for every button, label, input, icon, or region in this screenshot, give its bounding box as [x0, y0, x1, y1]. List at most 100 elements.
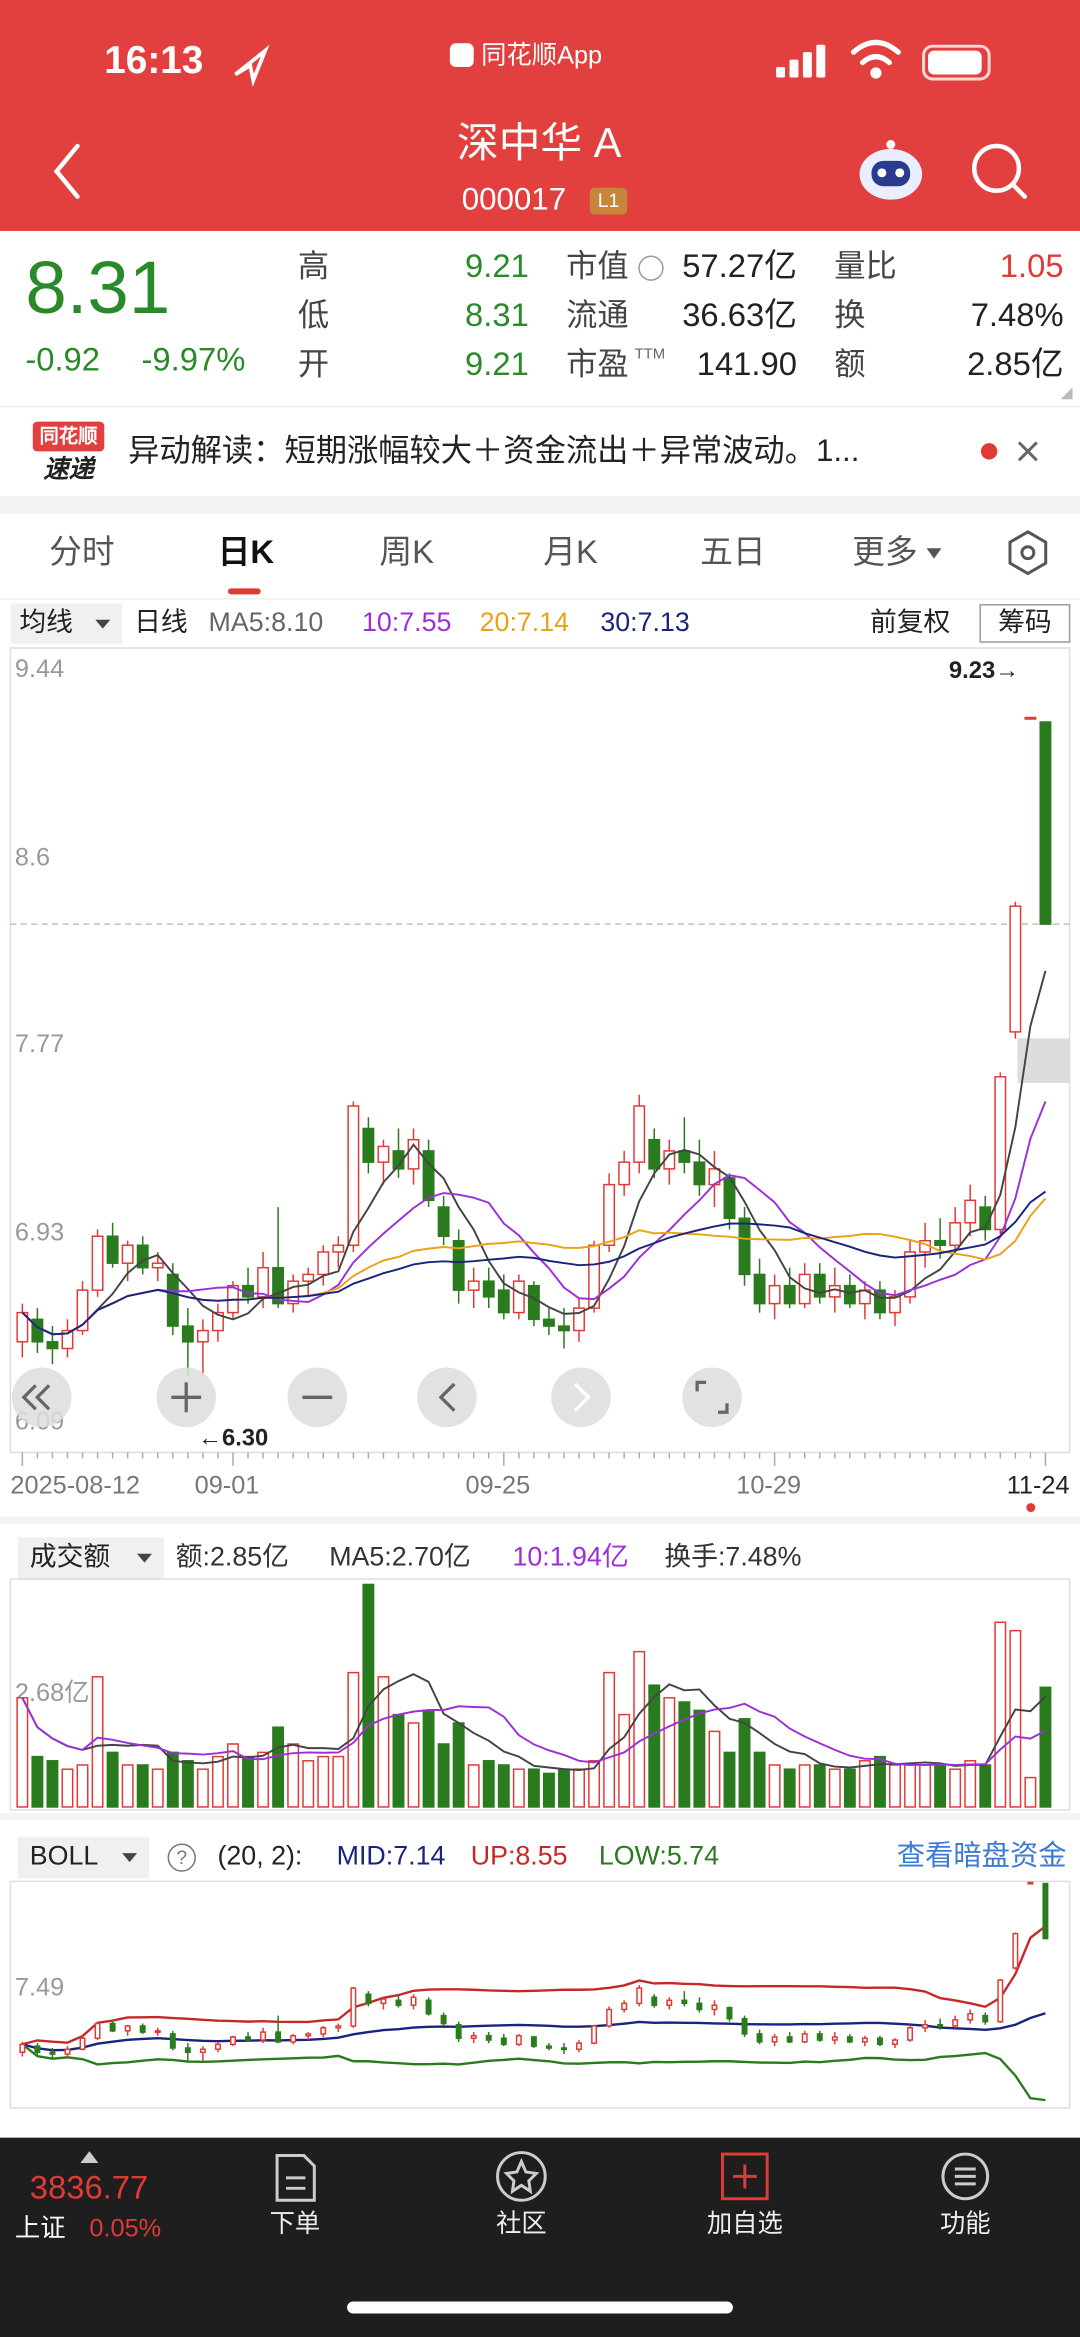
candle-body [199, 2048, 206, 2054]
volume-bar [1039, 1686, 1052, 1808]
nav-item[interactable]: 下单 [270, 2210, 321, 2238]
next-button[interactable] [551, 1367, 611, 1428]
candle-body [350, 1987, 357, 2027]
news-logo-bg [32, 421, 105, 452]
dropdown-arrow [926, 548, 942, 559]
field-label: 低 [298, 298, 329, 333]
tab[interactable]: 更多 [852, 533, 918, 570]
assistant-icon[interactable] [859, 140, 923, 200]
dropdown-arrow [122, 1853, 138, 1863]
volume-bar [964, 1760, 977, 1808]
boll-button[interactable]: BOLL [30, 1841, 99, 1871]
tab[interactable]: 日K [218, 533, 275, 570]
news-dot [980, 443, 998, 460]
volume-ma-line [21, 1673, 1047, 1771]
candle-body [49, 2051, 56, 2055]
field-sup: TTM [635, 346, 666, 362]
nav-item[interactable]: 加自选 [707, 2210, 783, 2238]
tab[interactable]: 分时 [49, 533, 115, 570]
candle-body [380, 1998, 387, 2005]
tab[interactable]: 月K [543, 533, 598, 570]
nav-item[interactable]: 社区 [496, 2210, 547, 2238]
y-tick-label: 6.93 [15, 1219, 64, 1247]
battery-icon [922, 44, 991, 81]
candle-body [726, 2006, 733, 2020]
candle-body [907, 2027, 914, 2041]
field-label: 高 [298, 248, 329, 283]
search-icon[interactable] [972, 143, 1028, 199]
prev-button[interactable] [417, 1367, 477, 1428]
news-close[interactable] [1017, 441, 1038, 462]
y-tick-label: 9.44 [15, 655, 64, 683]
candle-body [515, 2035, 522, 2046]
fullscreen-button[interactable] [682, 1367, 742, 1428]
candle-body [753, 1273, 766, 1305]
candle-body [169, 2033, 176, 2049]
volume-bar [768, 1764, 781, 1808]
field-value: 9.21 [465, 345, 529, 382]
adjust[interactable]: 前复权 [870, 607, 950, 637]
candle-body [425, 1999, 432, 2015]
candle-body [618, 1161, 631, 1186]
back-button[interactable] [53, 143, 80, 199]
change-pct: -9.97% [142, 341, 246, 378]
wifi-icon [850, 39, 901, 79]
settings-icon[interactable] [1008, 530, 1048, 576]
chips-button[interactable]: 筹码 [998, 607, 1052, 637]
scroll-left-button[interactable] [11, 1367, 72, 1428]
volume-bar [196, 1768, 209, 1808]
boll-mid: MID:7.14 [337, 1841, 446, 1871]
news-text[interactable]: 异动解读：短期涨幅较大＋资金流出＋异常波动。1... [128, 433, 859, 468]
volume-bar [783, 1768, 796, 1808]
volume-bar [708, 1730, 721, 1808]
candle-body [994, 1076, 1007, 1231]
candle-body [260, 2031, 267, 2041]
corner-mark [1060, 387, 1073, 400]
ma20-legend: 20:7.14 [480, 607, 570, 637]
help-icon[interactable] [167, 1843, 196, 1872]
volume-frame [9, 1578, 1071, 1811]
volume-bar [573, 1768, 585, 1808]
ma-button[interactable]: 均线 [19, 607, 73, 637]
volume-bar [407, 1722, 420, 1808]
volume-button[interactable]: 成交额 [30, 1541, 111, 1571]
nav-item[interactable]: 功能 [940, 2210, 991, 2238]
candle-body [230, 2036, 236, 2046]
volume-button-bg[interactable] [17, 1537, 164, 1580]
index-value[interactable]: 3836.77 [30, 2168, 148, 2205]
candle-body [485, 2035, 492, 2041]
volume-bar [813, 1764, 826, 1808]
boll-low: LOW:5.74 [599, 1841, 719, 1871]
volume-bar [828, 1768, 841, 1808]
candle-body [302, 1273, 315, 1282]
candle-body [527, 1284, 540, 1321]
volume-bar [843, 1768, 856, 1808]
volume-bar [257, 1751, 270, 1808]
candle-body [245, 2036, 252, 2041]
volume-ma-line [21, 1697, 1046, 1766]
x-tick-label: 2025-08-12 [10, 1471, 139, 1499]
candle-body [317, 1251, 330, 1276]
field-value: 2.85亿 [967, 345, 1064, 382]
field-label: 量比 [834, 248, 897, 283]
tab[interactable]: 周K [379, 533, 434, 570]
candle-body [154, 2030, 161, 2034]
volume-bar [618, 1713, 631, 1808]
candle-body [184, 2047, 191, 2054]
tab[interactable]: 五日 [700, 533, 766, 570]
field-value: 141.90 [697, 345, 797, 382]
candle-body [211, 1311, 224, 1332]
chips-button-bg[interactable] [979, 604, 1071, 643]
candle-body [892, 2039, 898, 2046]
dark-pool-link[interactable]: 查看暗盘资金 [897, 1839, 1067, 1871]
volume-bar [482, 1760, 495, 1808]
candle-body [633, 1105, 646, 1163]
candle-body [621, 2002, 628, 2011]
candle-body [997, 1979, 1004, 2023]
date-dot [1026, 1503, 1036, 1513]
candle-body [512, 1280, 525, 1314]
candle-body [305, 2033, 312, 2037]
volume-bar [648, 1684, 661, 1808]
volume-bar [934, 1764, 947, 1808]
boll-frame [9, 1880, 1071, 2109]
